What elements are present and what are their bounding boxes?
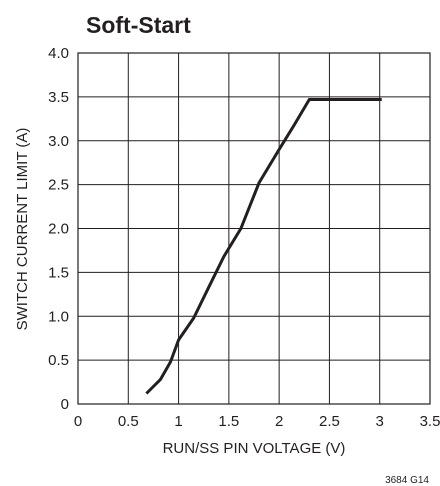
- y-tick-label: 1.5: [48, 264, 69, 281]
- x-tick-label: 2: [275, 413, 283, 430]
- y-tick-label: 4.0: [48, 45, 69, 62]
- y-tick-label: 0: [61, 396, 69, 413]
- y-tick-label: 2.5: [48, 177, 69, 194]
- y-tick-label: 3.5: [48, 89, 69, 106]
- plot-frame: [77, 52, 431, 405]
- y-axis-label: SWITCH CURRENT LIMIT (A): [14, 128, 31, 331]
- x-tick-label: 1.5: [218, 413, 239, 430]
- plot-border: [77, 52, 431, 405]
- x-tick-label: 0: [74, 413, 82, 430]
- y-tick-label: 0.5: [48, 352, 69, 369]
- x-axis-label: RUN/SS PIN VOLTAGE (V): [163, 440, 346, 457]
- x-tick-label: 2.5: [319, 413, 340, 430]
- y-tick-label: 1.0: [48, 308, 69, 325]
- tick-labels: 0 0.5 1 1.5 2 2.5 3 3.5 0 0.5 1.0 1.5 2.0 2.5 3.0 3.5 4.…: [48, 45, 440, 430]
- x-tick-label: 3.5: [420, 413, 440, 430]
- y-tick-label: 2.0: [48, 221, 69, 238]
- chart-title: Soft-Start: [86, 12, 191, 38]
- series-line: [145, 98, 382, 395]
- figure-code: 3684 G14: [385, 475, 429, 486]
- x-tick-label: 3: [376, 413, 384, 430]
- y-tick-label: 3.0: [48, 133, 69, 150]
- series-layer: [145, 98, 382, 395]
- x-tick-label: 1: [174, 413, 182, 430]
- grid: [78, 53, 430, 404]
- x-tick-label: 0.5: [118, 413, 139, 430]
